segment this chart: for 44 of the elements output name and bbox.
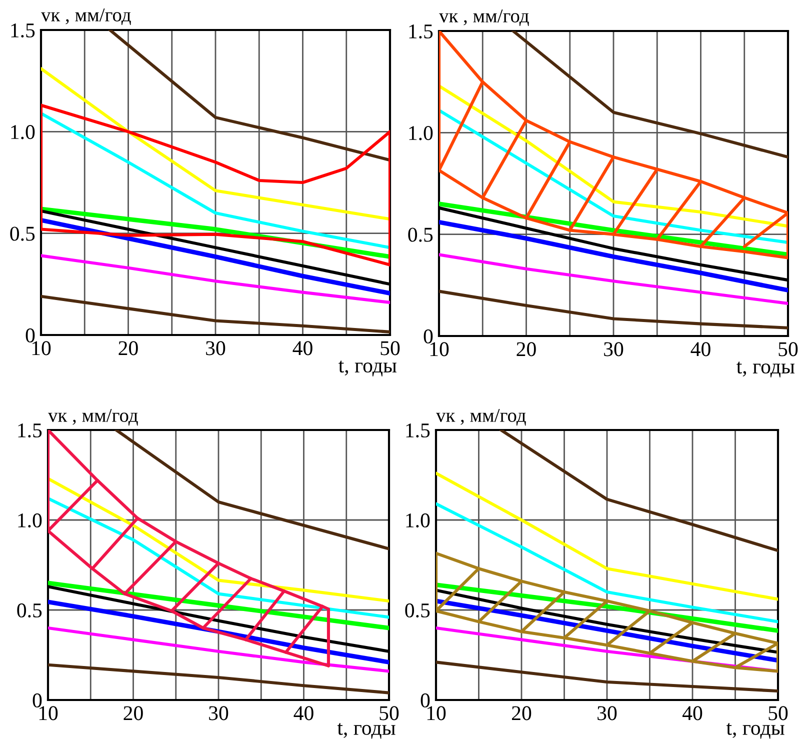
x-tick-label: 20 — [512, 706, 532, 720]
x-tick-label: 30 — [604, 342, 624, 356]
x-tick-label: 50 — [768, 706, 788, 720]
y-axis-title: vк , мм/год — [436, 408, 526, 426]
y-tick-label: 0 — [424, 329, 433, 344]
x-axis-title: t, годы — [726, 722, 784, 739]
x-tick-label: 10 — [427, 706, 446, 720]
x-tick-label: 50 — [778, 342, 798, 356]
y-tick-label: 0 — [32, 693, 42, 708]
x-axis-title: t, годы — [736, 362, 794, 378]
y-tick-label: 0.5 — [10, 226, 35, 241]
x-tick-label: 40 — [682, 706, 702, 720]
y-tick-label: 1.0 — [11, 125, 35, 140]
x-tick-label: 20 — [516, 342, 536, 356]
y-tick-label: 0.5 — [408, 228, 433, 242]
x-tick-label: 50 — [380, 341, 400, 356]
y-tick-label: 1.5 — [18, 423, 42, 438]
y-axis-title: vк , мм/год — [48, 408, 138, 426]
x-tick-label: 10 — [430, 342, 449, 356]
x-tick-label: 30 — [206, 341, 226, 356]
y-axis-title: vк , мм/год — [439, 9, 529, 26]
x-tick-label: 10 — [39, 706, 58, 720]
y-axis-title: vк , мм/год — [41, 8, 131, 26]
y-tick-label: 0.5 — [405, 603, 430, 618]
x-axis-title: t, годы — [337, 722, 396, 739]
y-tick-label: 1.0 — [406, 513, 430, 528]
y-tick-label: 1.5 — [406, 423, 430, 438]
x-tick-label: 40 — [690, 342, 710, 356]
x-tick-label: 40 — [294, 706, 314, 720]
x-tick-label: 40 — [292, 341, 312, 356]
y-tick-label: 1.0 — [409, 126, 433, 140]
x-tick-label: 30 — [209, 706, 228, 720]
y-tick-label: 0 — [420, 693, 430, 708]
x-tick-label: 20 — [124, 706, 143, 720]
y-tick-label: 1.5 — [409, 24, 433, 39]
x-axis-title: t, годы — [338, 360, 396, 376]
y-tick-label: 0 — [26, 328, 35, 342]
y-tick-label: 1.0 — [18, 513, 42, 528]
y-tick-label: 0.5 — [17, 603, 42, 618]
x-tick-label: 30 — [598, 706, 617, 720]
y-tick-label: 1.5 — [11, 23, 35, 38]
x-tick-label: 20 — [118, 341, 138, 356]
x-tick-label: 50 — [380, 706, 399, 720]
x-tick-label: 10 — [32, 341, 51, 356]
